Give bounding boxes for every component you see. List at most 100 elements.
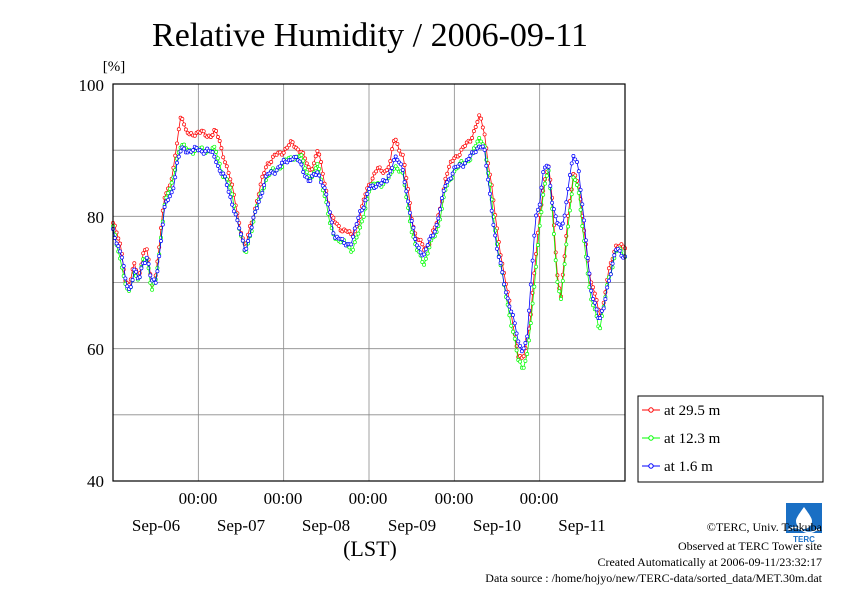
data-point xyxy=(299,162,304,167)
data-point xyxy=(384,179,389,184)
data-point xyxy=(534,264,539,269)
data-point xyxy=(475,139,480,144)
data-point xyxy=(178,149,183,154)
x-axis-label: (LST) xyxy=(343,536,397,561)
data-point xyxy=(569,192,574,197)
y-tick-40: 40 xyxy=(87,472,104,491)
data-point xyxy=(230,202,235,207)
data-point xyxy=(329,220,334,225)
data-point xyxy=(388,169,393,174)
data-point xyxy=(511,329,515,334)
data-point xyxy=(580,202,585,207)
date-label-sep-08: Sep-08 xyxy=(302,516,350,535)
data-point xyxy=(386,165,391,170)
data-point xyxy=(450,171,455,176)
data-point xyxy=(402,180,407,185)
data-point xyxy=(351,234,355,239)
data-point xyxy=(578,207,583,212)
data-point xyxy=(253,209,258,214)
data-point xyxy=(404,189,409,194)
data-point xyxy=(219,146,224,151)
data-point xyxy=(468,139,473,144)
data-point xyxy=(601,306,606,311)
data-point xyxy=(598,326,603,331)
data-point xyxy=(260,174,265,179)
data-point xyxy=(576,169,581,174)
data-point xyxy=(534,213,539,218)
data-point xyxy=(569,161,574,166)
data-point xyxy=(359,219,364,224)
data-point xyxy=(585,256,590,260)
data-point xyxy=(182,122,187,127)
data-point xyxy=(528,321,533,326)
data-point xyxy=(351,247,355,252)
data-point xyxy=(214,129,219,133)
data-point xyxy=(393,154,398,159)
data-point xyxy=(503,290,508,295)
data-point xyxy=(352,240,357,245)
data-point xyxy=(361,205,366,210)
data-point xyxy=(249,225,254,230)
data-point xyxy=(148,273,153,278)
data-point xyxy=(420,260,425,264)
data-point xyxy=(363,198,368,203)
data-point xyxy=(395,141,400,146)
data-point xyxy=(279,160,284,165)
data-point xyxy=(438,207,443,212)
data-point xyxy=(463,161,467,166)
data-point xyxy=(610,261,615,266)
data-point xyxy=(324,192,329,197)
data-point xyxy=(114,241,119,246)
data-point xyxy=(304,170,309,175)
data-point xyxy=(439,196,444,201)
credit-source: Data source : /home/hojyo/new/TERC-data/… xyxy=(485,571,822,585)
data-point xyxy=(525,334,530,339)
legend-label-1-6m: at 1.6 m xyxy=(664,459,713,475)
data-point xyxy=(224,164,229,169)
data-point xyxy=(512,321,517,326)
data-point xyxy=(566,224,571,229)
data-point xyxy=(592,300,597,305)
data-point xyxy=(281,150,286,155)
data-point xyxy=(217,139,222,143)
data-point xyxy=(256,199,261,204)
data-point xyxy=(406,199,411,204)
data-point xyxy=(182,142,187,147)
data-point xyxy=(564,242,569,247)
data-point xyxy=(461,164,466,169)
data-point xyxy=(511,313,515,317)
data-point xyxy=(262,171,267,176)
data-point xyxy=(523,341,528,345)
data-point xyxy=(297,159,302,164)
data-point xyxy=(459,147,464,152)
data-point xyxy=(470,136,475,140)
data-point xyxy=(226,170,231,175)
data-point xyxy=(183,127,188,132)
data-point xyxy=(317,152,322,157)
data-point xyxy=(299,153,304,158)
data-point xyxy=(354,222,359,227)
data-point xyxy=(336,223,341,228)
data-point xyxy=(473,150,478,155)
data-point xyxy=(489,208,494,213)
data-point xyxy=(327,210,332,215)
data-point xyxy=(443,176,448,181)
data-point xyxy=(514,348,519,353)
data-point xyxy=(608,272,613,277)
data-point xyxy=(479,116,483,121)
data-point xyxy=(564,200,569,205)
data-point xyxy=(391,158,396,163)
data-point xyxy=(491,222,496,227)
data-point xyxy=(521,354,526,359)
data-point xyxy=(143,261,147,265)
data-point xyxy=(319,160,323,164)
data-point xyxy=(295,147,300,152)
plot-frame xyxy=(112,83,626,482)
data-point xyxy=(367,186,371,191)
data-point xyxy=(217,168,222,173)
data-point xyxy=(566,186,571,191)
credit-created: Created Automatically at 2006-09-11/23:3… xyxy=(597,555,822,569)
data-point xyxy=(119,255,124,260)
data-point xyxy=(550,200,555,205)
data-point xyxy=(482,147,487,152)
